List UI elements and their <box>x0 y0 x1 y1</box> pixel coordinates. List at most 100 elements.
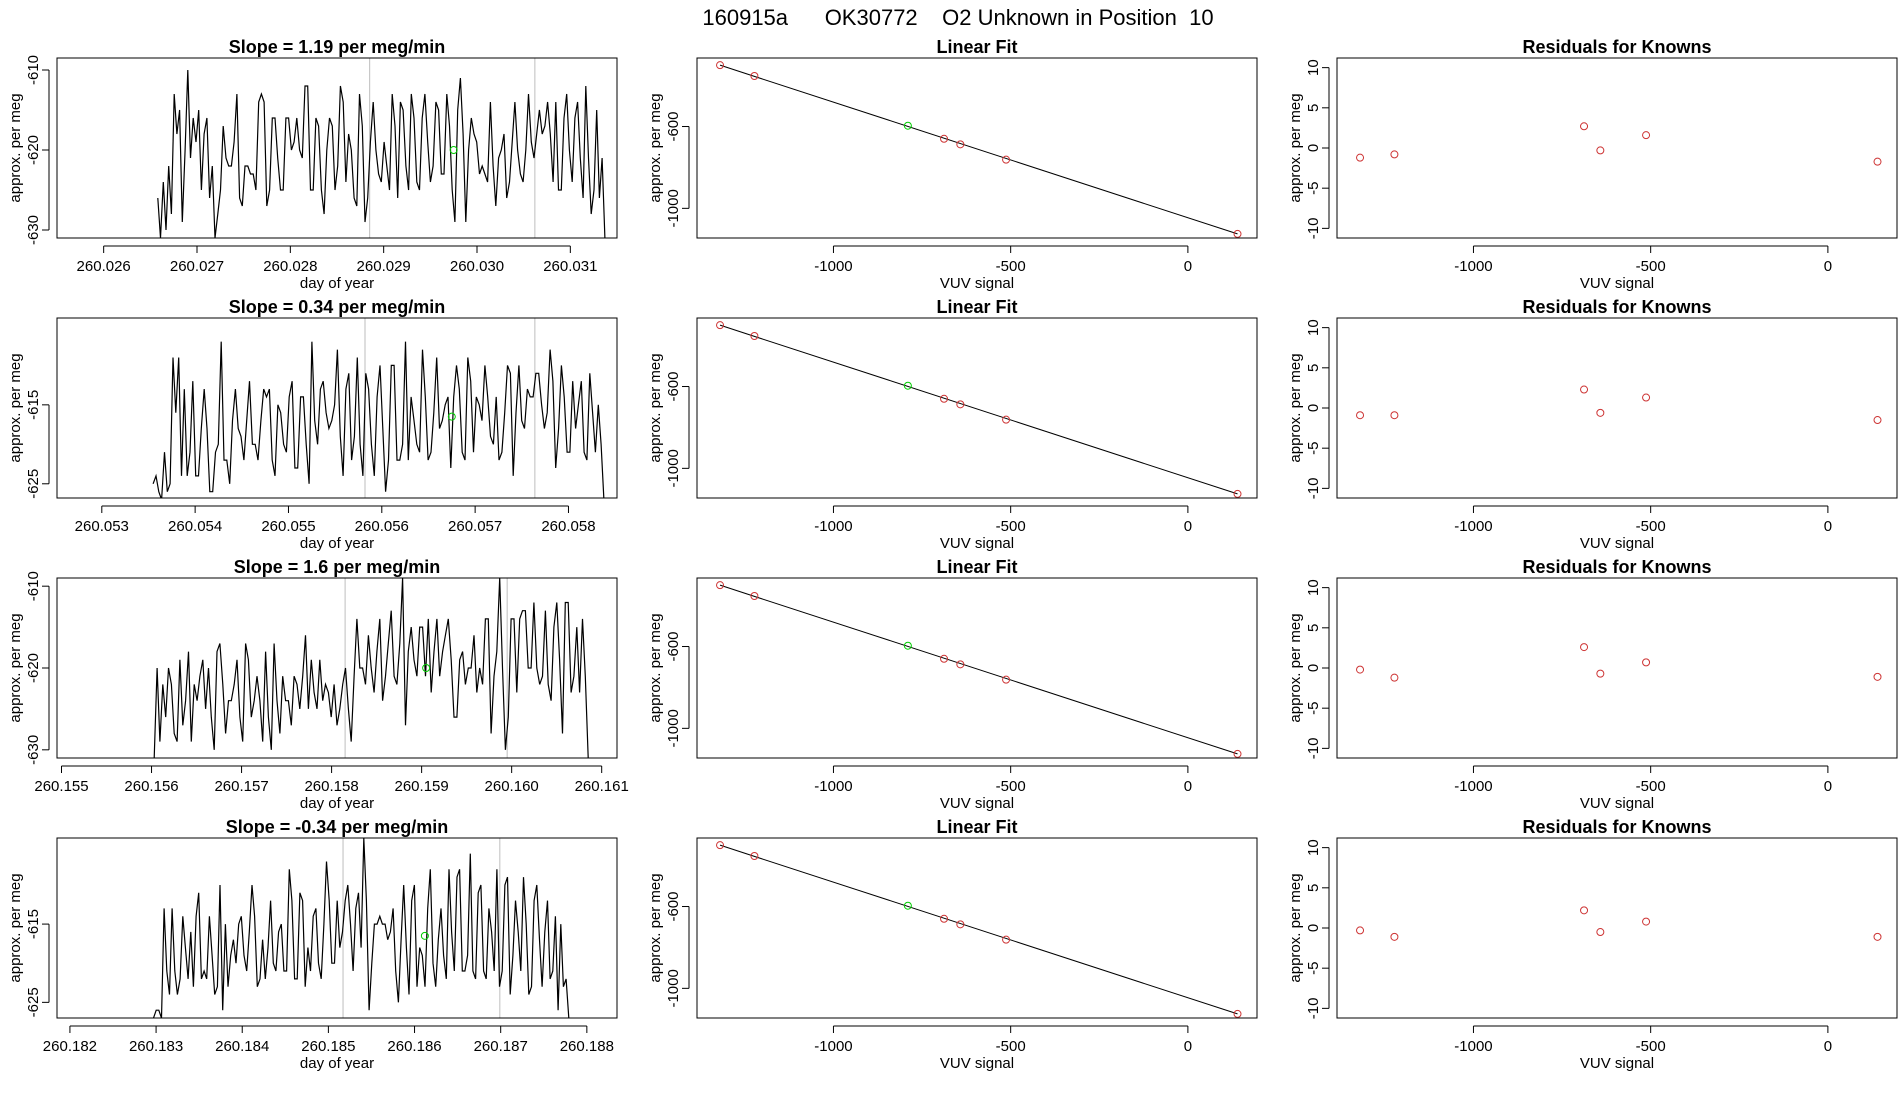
x-tick-label: 260.160 <box>485 778 539 795</box>
residual-point <box>1580 643 1589 652</box>
plot-frame <box>56 57 618 239</box>
plot-area <box>716 581 1242 758</box>
y-tick-label: 0 <box>1305 144 1322 152</box>
residual-point <box>1873 672 1882 681</box>
per-meg-series-line <box>152 838 570 1018</box>
y-tick-label: -615 <box>25 909 42 939</box>
x-tick-label: 260.053 <box>75 518 129 535</box>
residual-point <box>1580 385 1589 394</box>
known-point <box>1233 489 1242 498</box>
x-tick-label: 260.029 <box>357 258 411 275</box>
x-tick-label: 260.030 <box>450 258 504 275</box>
timeseries-panel-4: Slope = -0.34 per meg/min day of year appr… <box>7 817 618 1072</box>
y-axis-label: approx. per meg <box>1287 93 1304 202</box>
known-point <box>940 134 949 143</box>
fit-line <box>719 324 1238 495</box>
plot-frame <box>1336 837 1898 1019</box>
y-tick-label: -10 <box>1305 998 1322 1020</box>
x-tick-label: -1000 <box>1454 1038 1492 1055</box>
x-tick-label: 260.054 <box>168 518 222 535</box>
x-tick-label: 260.158 <box>304 778 358 795</box>
x-tick-label: 260.185 <box>301 1038 355 1055</box>
y-tick-label: -630 <box>25 735 42 765</box>
plot-title: Slope = -0.34 per meg/min <box>226 817 449 837</box>
known-point <box>956 920 965 929</box>
per-meg-series-line <box>157 69 606 238</box>
x-tick-label: 0 <box>1824 778 1832 795</box>
y-tick-label: 0 <box>1305 924 1322 932</box>
x-axis-label: VUV signal <box>1580 275 1654 292</box>
x-tick-label: -1000 <box>1454 258 1492 275</box>
residual-point <box>1873 157 1882 166</box>
y-tick-label: -1000 <box>665 709 682 747</box>
residual-point <box>1356 665 1365 674</box>
y-tick-label: -5 <box>1305 962 1322 975</box>
plot-area <box>152 318 605 498</box>
residual-point <box>1596 928 1605 937</box>
x-tick-label: 260.055 <box>261 518 315 535</box>
plot-area <box>153 578 589 758</box>
x-axis-label: VUV signal <box>1580 535 1654 552</box>
per-meg-series-line <box>152 341 605 498</box>
fit-line <box>719 844 1238 1015</box>
plot-title: Linear Fit <box>936 817 1017 837</box>
per-meg-series-line <box>153 578 589 758</box>
known-point <box>750 72 759 80</box>
plot-area <box>1356 906 1882 941</box>
residuals-panel-4: Residuals for Knowns VUV signal approx. pe… <box>1287 817 1898 1072</box>
x-tick-label: -500 <box>1636 778 1666 795</box>
known-point <box>750 592 759 600</box>
known-point <box>1233 229 1242 238</box>
plot-title: Residuals for Knowns <box>1522 817 1711 837</box>
residual-point <box>1642 917 1651 926</box>
known-point <box>1233 1009 1242 1018</box>
plot-area <box>716 841 1242 1018</box>
residuals-panel-2: Residuals for Knowns VUV signal approx. pe… <box>1287 297 1898 552</box>
plot-area <box>157 58 606 238</box>
x-axis-label: VUV signal <box>940 275 1014 292</box>
x-tick-label: 260.031 <box>543 258 597 275</box>
unknown-point <box>903 381 912 390</box>
known-point <box>940 654 949 663</box>
y-tick-label: -5 <box>1305 442 1322 455</box>
residual-point <box>1642 658 1651 667</box>
y-tick-label: -1000 <box>665 969 682 1007</box>
residuals-panel-3: Residuals for Knowns VUV signal approx. pe… <box>1287 557 1898 812</box>
y-tick-label: -600 <box>665 372 682 402</box>
x-tick-label: -500 <box>996 1038 1026 1055</box>
x-tick-label: -500 <box>1636 1038 1666 1055</box>
residual-point <box>1390 673 1399 682</box>
x-tick-label: 260.056 <box>355 518 409 535</box>
y-tick-label: -10 <box>1305 738 1322 760</box>
known-point <box>956 140 965 149</box>
y-tick-label: -10 <box>1305 478 1322 500</box>
plot-frame <box>56 577 618 759</box>
unknown-point <box>447 412 456 421</box>
plot-area <box>716 61 1242 238</box>
x-tick-label: -1000 <box>814 778 852 795</box>
plot-title: Slope = 1.6 per meg/min <box>234 557 441 577</box>
residual-point <box>1580 122 1589 131</box>
x-tick-label: 260.183 <box>129 1038 183 1055</box>
residuals-panel-1: Residuals for Knowns VUV signal approx. pe… <box>1287 37 1898 292</box>
y-tick-label: -620 <box>25 653 42 683</box>
plot-frame <box>56 317 618 499</box>
x-axis-label: VUV signal <box>1580 1055 1654 1072</box>
x-axis-label: day of year <box>300 795 374 812</box>
residual-point <box>1356 411 1365 420</box>
y-axis-label: approx. per meg <box>647 873 664 982</box>
x-axis-label: day of year <box>300 535 374 552</box>
residual-point <box>1873 932 1882 941</box>
x-tick-label: 260.182 <box>43 1038 97 1055</box>
plot-frame <box>1336 577 1898 759</box>
y-axis-label: approx. per meg <box>7 613 24 722</box>
figure-title: 160915a OK30772 O2 Unknown in Position 1… <box>702 5 1213 30</box>
x-axis-label: VUV signal <box>940 1055 1014 1072</box>
plot-title: Slope = 0.34 per meg/min <box>229 297 446 317</box>
y-tick-label: -630 <box>25 215 42 245</box>
known-point <box>940 914 949 923</box>
y-tick-label: -600 <box>665 632 682 662</box>
